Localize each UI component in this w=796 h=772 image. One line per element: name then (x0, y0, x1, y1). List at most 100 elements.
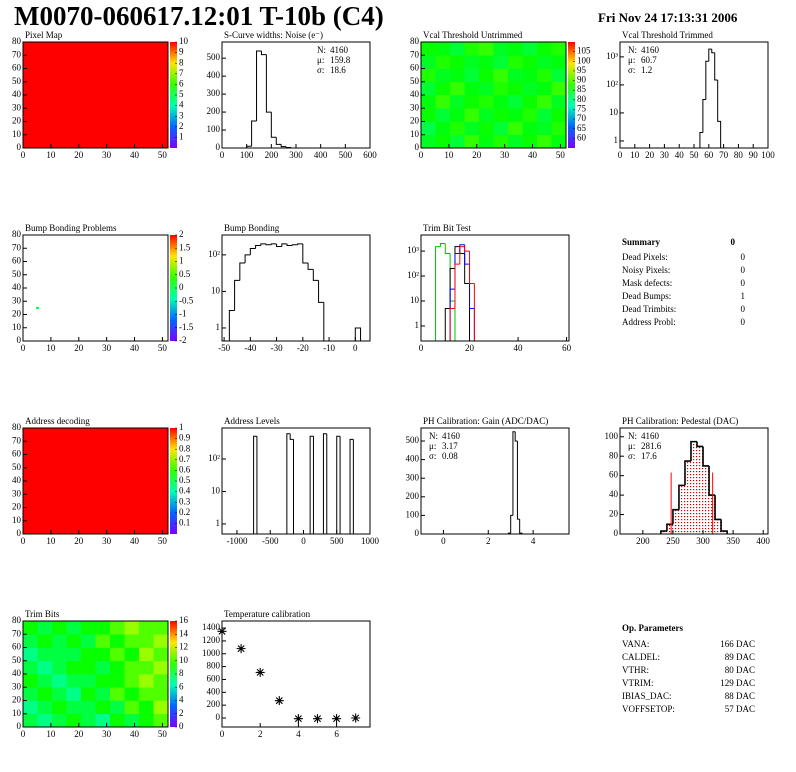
color-bar-label: 0 (179, 721, 184, 731)
y-tick-label: 10² (208, 453, 220, 463)
x-tick-label: 100 (761, 150, 775, 160)
stats-label: μ: (317, 55, 324, 65)
y-tick-label: 10³ (407, 245, 419, 255)
histogram-bin (702, 99, 706, 133)
heatmap-cell (450, 42, 465, 56)
histogram-bin (291, 244, 298, 246)
x-tick-label: 40 (130, 536, 140, 546)
heatmap-cell (23, 713, 38, 728)
color-bar-label: 0 (179, 282, 184, 292)
x-tick-label: 600 (363, 150, 377, 160)
heatmap-cell (421, 95, 436, 109)
heatmap-cell (508, 55, 523, 69)
histogram-bin (260, 50, 267, 56)
heatmap-cell (81, 660, 96, 675)
y-tick-label: 70 (12, 242, 22, 252)
plot-frame (420, 234, 570, 342)
heatmap-cell (464, 108, 480, 122)
histogram-bin (265, 243, 272, 246)
heatmap-cell (464, 95, 480, 109)
heatmap-cell (23, 674, 38, 688)
stats-value: 4160 (641, 431, 660, 441)
x-tick-label: 30 (102, 150, 112, 160)
heatmap-cell (435, 121, 451, 136)
stats-label: σ: (429, 451, 436, 461)
x-tick-label: -20 (297, 343, 309, 353)
stats-value: 1.2 (641, 65, 652, 75)
x-tick-label: 350 (726, 536, 740, 546)
color-bar (568, 42, 575, 148)
data-point (274, 696, 284, 706)
y-tick-label: 0 (17, 528, 22, 538)
histogram-bin (717, 79, 722, 148)
histogram-fill (715, 519, 722, 534)
y-tick-label: 0 (415, 528, 420, 538)
x-tick-label: 40 (130, 150, 140, 160)
heatmap-cell (537, 134, 552, 149)
y-tick-label: 80 (410, 36, 420, 46)
x-tick-label: 30 (500, 150, 510, 160)
summary-value: 1 (741, 291, 746, 301)
heatmap-cell (23, 700, 38, 715)
color-bar-label: 1 (179, 256, 184, 266)
summary-status: 0 (731, 237, 736, 247)
color-bar-label: 0.3 (179, 496, 191, 506)
color-bar-label: 4 (179, 695, 184, 705)
heatmap-cell (110, 713, 125, 728)
panel-title: Bump Bonding Problems (25, 223, 117, 233)
heatmap-cell (110, 687, 125, 701)
x-tick-label: 10 (46, 150, 56, 160)
x-tick-label: 6 (334, 729, 339, 739)
heatmap-cell (95, 634, 111, 648)
x-tick-label: 4 (531, 536, 536, 546)
x-tick-label: 400 (314, 150, 328, 160)
heatmap-cell (124, 713, 140, 728)
color-bar-label: 14 (179, 628, 189, 638)
color-bar-label: -2 (179, 335, 187, 345)
op-parameter-label: IBIAS_DAC: (622, 691, 672, 701)
heatmap-cell (139, 674, 154, 688)
x-tick-label: 0 (419, 343, 424, 353)
heatmap-cell (23, 428, 169, 535)
color-bar (170, 235, 177, 341)
heatmap-cell (522, 81, 538, 96)
y-tick-label: 40 (12, 475, 22, 485)
op-parameter-label: VANA: (622, 639, 649, 649)
heatmap-cell (23, 660, 38, 675)
heatmap-cell (81, 634, 96, 648)
panel-title: Trim Bits (25, 609, 60, 619)
y-tick-label: 400 (207, 70, 221, 80)
summary-label: Mask defects: (622, 278, 672, 288)
color-bar-label: 6 (179, 681, 184, 691)
panel-title: Trim Bit Test (423, 223, 471, 233)
x-tick-label: 0 (220, 150, 225, 160)
page-title: M0070-060617.12:01 T-10b (C4) (14, 1, 384, 31)
color-bar-label: 0.2 (179, 507, 190, 517)
y-tick-label: 10 (12, 129, 22, 139)
heatmap-cell (493, 42, 509, 56)
histogram-bin (256, 50, 262, 122)
x-tick-label: 0 (353, 343, 358, 353)
x-tick-label: 90 (749, 150, 759, 160)
x-tick-label: -10 (323, 343, 335, 353)
heatmap-cell (52, 687, 67, 701)
histogram-bin (322, 433, 327, 534)
stats-box (425, 430, 479, 463)
y-tick-label: 300 (207, 88, 221, 98)
x-tick-label: 0 (441, 536, 446, 546)
heatmap-cell (537, 121, 552, 136)
y-tick-label: 10² (208, 249, 220, 259)
heatmap-cell (522, 95, 538, 109)
y-tick-label: 20 (609, 509, 619, 519)
heatmap-cell (464, 134, 480, 149)
color-bar-label: 0.7 (179, 454, 191, 464)
heatmap-cell (537, 68, 552, 83)
color-bar-label: 70 (577, 113, 587, 123)
x-tick-label: 0 (220, 729, 225, 739)
histogram-fill (660, 531, 667, 534)
x-tick-label: 60 (562, 343, 572, 353)
summary-value: 0 (741, 278, 746, 288)
stats-value: 159.8 (330, 55, 351, 65)
page-date: Fri Nov 24 17:13:31 2006 (598, 10, 738, 25)
heatmap-cell (37, 634, 53, 648)
